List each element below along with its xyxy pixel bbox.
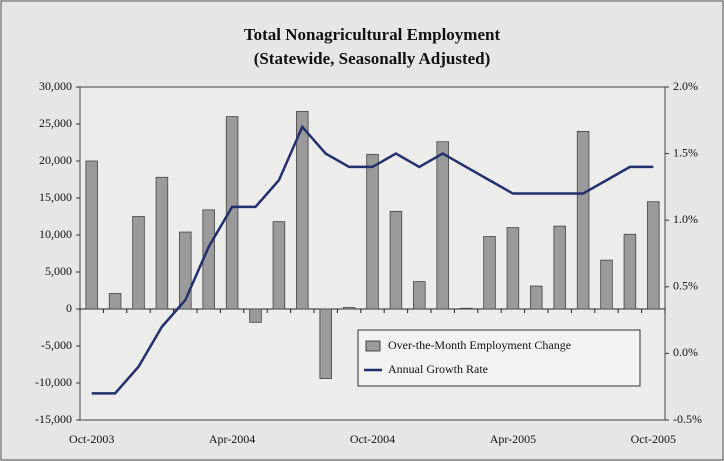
y-tick-label: 25,000 — [39, 116, 72, 130]
bar — [623, 233, 637, 310]
y2-tick-label: 0.0% — [673, 345, 698, 359]
y-tick-label: 15,000 — [39, 190, 72, 204]
bar — [553, 225, 566, 310]
y-tick-label: 10,000 — [39, 227, 72, 241]
y2-tick-label: 1.0% — [673, 212, 698, 226]
y-tick-label: -5,000 — [41, 338, 72, 352]
y-tick-label: 0 — [66, 301, 72, 315]
y-tick-label: -10,000 — [35, 375, 72, 389]
x-tick-label: Apr-2005 — [490, 432, 536, 446]
y2-tick-label: 1.5% — [673, 145, 698, 159]
x-tick-label: Oct-2005 — [631, 432, 676, 446]
bar — [132, 216, 145, 310]
y2-tick-label: 2.0% — [673, 79, 698, 93]
bar — [366, 153, 379, 310]
x-tick-label: Oct-2004 — [350, 432, 395, 446]
bar — [530, 285, 543, 310]
bar — [225, 116, 239, 310]
chart-title: Total Nonagricultural Employment — [244, 25, 501, 44]
bar — [413, 281, 426, 310]
bar — [576, 130, 590, 310]
bar — [436, 141, 449, 310]
bar — [155, 176, 169, 310]
bar — [85, 160, 98, 310]
bar — [483, 236, 496, 310]
bar — [459, 307, 473, 310]
bar — [389, 210, 403, 310]
bar — [600, 259, 613, 310]
y-tick-label: -15,000 — [35, 412, 72, 426]
bar — [319, 308, 332, 379]
legend-box — [357, 329, 641, 387]
bar — [249, 308, 262, 323]
bar — [296, 111, 309, 310]
legend-label: Over-the-Month Employment Change — [388, 338, 571, 352]
y2-tick-label: 0.5% — [673, 279, 698, 293]
legend-label: Annual Growth Rate — [388, 362, 488, 376]
bar — [647, 201, 660, 310]
bar — [342, 307, 356, 310]
line — [91, 124, 654, 395]
x-tick-label: Apr-2004 — [209, 432, 255, 446]
y-tick-label: 20,000 — [39, 153, 72, 167]
x-tick-label: Oct-2003 — [69, 432, 114, 446]
y-tick-label: 30,000 — [39, 79, 72, 93]
chart-subtitle: (Statewide, Seasonally Adjusted) — [254, 49, 491, 68]
bar — [179, 231, 192, 310]
y2-tick-label: -0.5% — [673, 412, 702, 426]
bar — [272, 221, 286, 310]
bar — [108, 293, 122, 310]
bar — [202, 209, 215, 310]
legend-swatch — [365, 340, 381, 352]
y-tick-label: 5,000 — [45, 264, 72, 278]
bar — [506, 227, 520, 310]
